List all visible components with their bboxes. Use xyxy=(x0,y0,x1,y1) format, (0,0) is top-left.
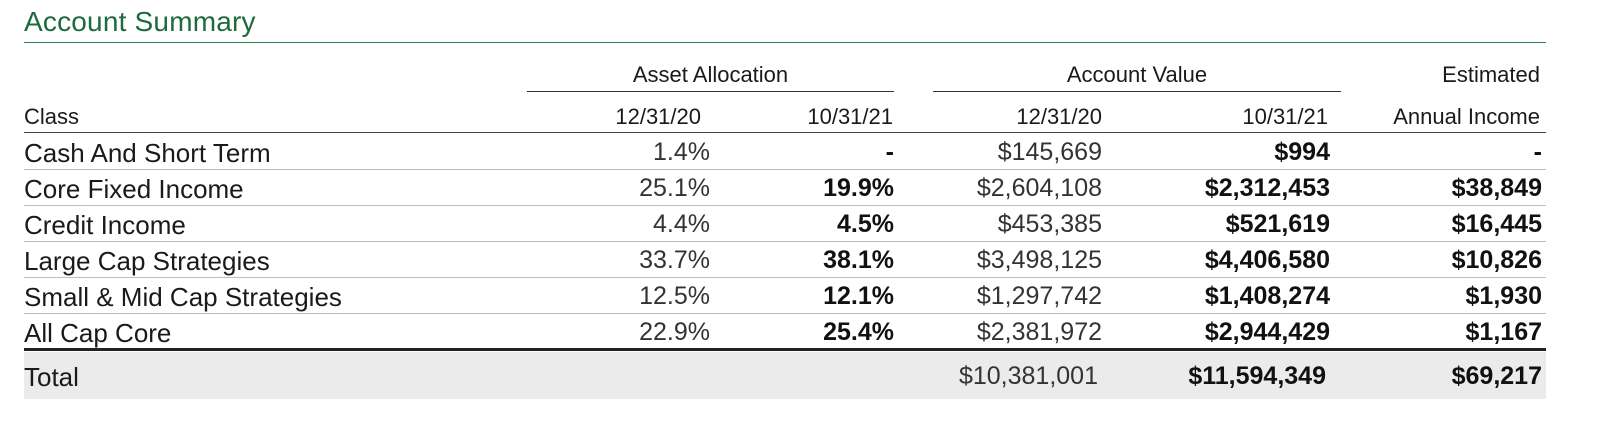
group-account-value: Account Value xyxy=(1066,62,1208,87)
table-row: Large Cap Strategies 33.7% 38.1% $3,498,125… xyxy=(24,242,1546,278)
row-divider xyxy=(24,169,1546,170)
cell-aa-2021: 38.1% xyxy=(823,246,894,274)
table-row: Core Fixed Income 25.1% 19.9% $2,604,108 $2,… xyxy=(24,170,1546,206)
total-av-2021: $11,594,349 xyxy=(1188,362,1326,390)
cell-aa-2020: 1.4% xyxy=(653,138,710,166)
total-av-2020: $10,381,001 xyxy=(958,362,1098,390)
cell-av-2021: $4,406,580 xyxy=(1204,246,1330,274)
cell-aa-2020: 33.7% xyxy=(639,246,710,274)
cell-av-2020: $2,604,108 xyxy=(976,174,1102,202)
cell-class: Large Cap Strategies xyxy=(24,246,270,276)
cell-av-2020: $1,297,742 xyxy=(976,282,1102,310)
cell-aa-2021: - xyxy=(885,138,894,166)
total-background xyxy=(24,352,1546,399)
header-av-2020: 12/31/20 xyxy=(1016,104,1102,129)
group-asset-allocation-rule xyxy=(527,91,894,92)
cell-av-2020: $2,381,972 xyxy=(976,318,1102,346)
cell-income: - xyxy=(1533,138,1542,166)
cell-income: $1,167 xyxy=(1465,318,1542,346)
cell-income: $10,826 xyxy=(1451,246,1542,274)
header-rule xyxy=(24,132,1546,133)
cell-av-2021: $521,619 xyxy=(1225,210,1330,238)
cell-av-2021: $2,944,429 xyxy=(1204,318,1330,346)
header-aa-2020: 12/31/20 xyxy=(615,104,701,129)
cell-class: Cash And Short Term xyxy=(24,138,271,168)
header-income: Annual Income xyxy=(1393,104,1540,129)
cell-aa-2020: 25.1% xyxy=(639,174,710,202)
header-av-2021: 10/31/21 xyxy=(1242,104,1328,129)
cell-class: All Cap Core xyxy=(24,318,172,348)
cell-av-2020: $3,498,125 xyxy=(976,246,1102,274)
cell-class: Small & Mid Cap Strategies xyxy=(24,282,342,312)
total-row: Total $10,381,001 $11,594,349 $69,217 xyxy=(24,352,1546,399)
cell-class: Core Fixed Income xyxy=(24,174,244,204)
row-divider xyxy=(24,277,1546,278)
cell-aa-2020: 12.5% xyxy=(639,282,710,310)
header-aa-2021: 10/31/21 xyxy=(807,104,893,129)
cell-aa-2020: 22.9% xyxy=(639,318,710,346)
total-income: $69,217 xyxy=(1451,362,1542,390)
cell-income: $16,445 xyxy=(1451,210,1542,238)
row-divider xyxy=(24,205,1546,206)
cell-aa-2020: 4.4% xyxy=(653,210,710,238)
cell-aa-2021: 4.5% xyxy=(837,210,894,238)
total-label: Total xyxy=(24,362,79,392)
group-account-value-rule xyxy=(933,91,1341,92)
page-title: Account Summary xyxy=(24,6,256,37)
table-row: Cash And Short Term 1.4% - $145,669 $994 - xyxy=(24,134,1546,170)
cell-av-2021: $994 xyxy=(1274,138,1330,166)
cell-class: Credit Income xyxy=(24,210,186,240)
table-row: Small & Mid Cap Strategies 12.5% 12.1% $1,2… xyxy=(24,278,1546,314)
table-row: All Cap Core 22.9% 25.4% $2,381,972 $2,944,4… xyxy=(24,314,1546,350)
cell-av-2021: $2,312,453 xyxy=(1204,174,1330,202)
header-estimated: Estimated xyxy=(1442,62,1540,87)
cell-income: $1,930 xyxy=(1465,282,1542,310)
cell-income: $38,849 xyxy=(1451,174,1542,202)
cell-av-2021: $1,408,274 xyxy=(1204,282,1330,310)
row-divider xyxy=(24,241,1546,242)
cell-aa-2021: 25.4% xyxy=(823,318,894,346)
title-rule xyxy=(24,42,1546,43)
row-divider xyxy=(24,313,1546,314)
header-class: Class xyxy=(24,104,80,129)
cell-aa-2021: 19.9% xyxy=(823,174,894,202)
cell-aa-2021: 12.1% xyxy=(823,282,894,310)
cell-av-2020: $453,385 xyxy=(997,210,1102,238)
table-row: Credit Income 4.4% 4.5% $453,385 $521,619 $16… xyxy=(24,206,1546,242)
group-asset-allocation: Asset Allocation xyxy=(632,62,789,87)
total-rule xyxy=(24,348,1546,351)
cell-av-2020: $145,669 xyxy=(997,138,1102,166)
